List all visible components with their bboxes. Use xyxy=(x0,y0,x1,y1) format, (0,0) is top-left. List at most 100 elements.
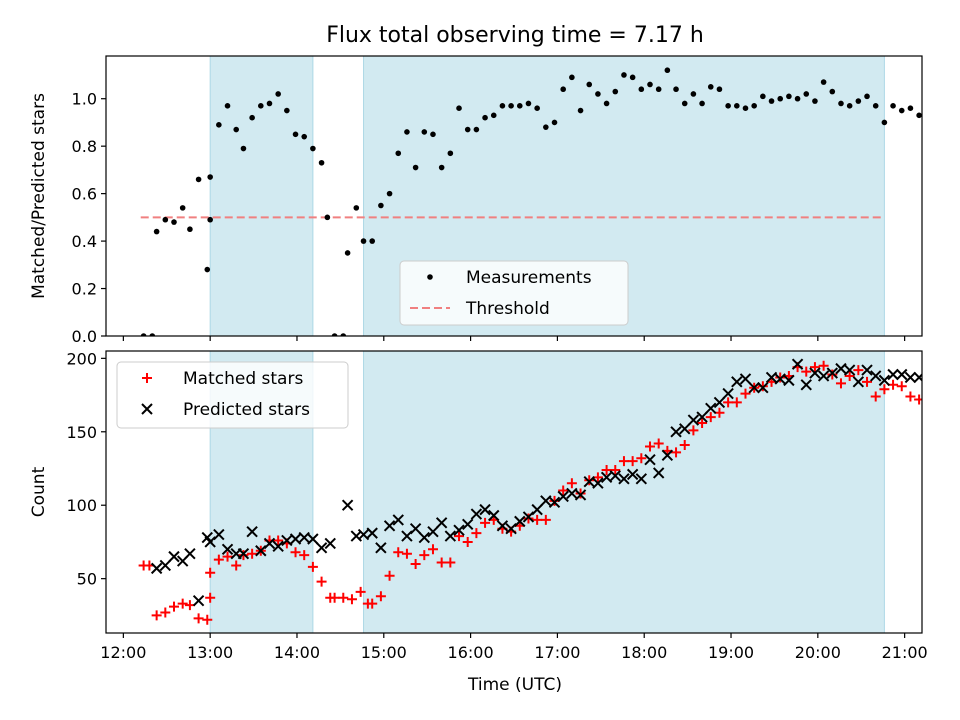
measurement-point xyxy=(525,100,532,107)
matched-star-point xyxy=(384,570,395,581)
matched-star-point xyxy=(610,464,621,475)
measurement-point xyxy=(292,131,299,138)
matched-star-point xyxy=(896,381,907,392)
x-tick-label: 12:00 xyxy=(100,643,146,662)
measurement-point xyxy=(543,124,549,130)
measurement-point xyxy=(690,91,697,97)
predicted-star-point xyxy=(557,490,569,503)
measurement-point xyxy=(331,333,338,336)
predicted-star-point xyxy=(470,508,483,520)
measurement-point xyxy=(890,103,896,109)
matched-star-point xyxy=(697,417,708,428)
measurement-point xyxy=(846,103,853,109)
measurement-point xyxy=(621,72,627,78)
predicted-star-point xyxy=(861,364,873,376)
predicted-star-point xyxy=(783,374,795,387)
measurement-point xyxy=(207,174,213,180)
predicted-star-point xyxy=(246,525,258,538)
measurement-point xyxy=(907,105,914,112)
predicted-star-point xyxy=(644,453,656,466)
measurement-point xyxy=(699,100,705,107)
legend-measurement-marker xyxy=(427,274,433,280)
matched-star-point xyxy=(419,550,430,561)
measurement-point xyxy=(344,250,351,256)
predicted-star-point xyxy=(609,470,621,482)
bottom-y-tick-label: 200 xyxy=(66,349,97,368)
predicted-star-point xyxy=(453,524,465,536)
matched-star-point xyxy=(202,614,213,625)
measurement-point xyxy=(301,133,308,140)
matched-star-point xyxy=(853,365,864,376)
measurement-point xyxy=(140,333,147,336)
predicted-star-point xyxy=(531,503,543,516)
top-axes-frame xyxy=(105,55,923,337)
matched-star-point xyxy=(367,598,378,609)
matched-star-point xyxy=(905,391,916,402)
predicted-star-point xyxy=(696,411,708,423)
measurement-point xyxy=(318,159,325,166)
matched-star-point xyxy=(177,598,188,609)
matched-star-point xyxy=(566,478,577,489)
predicted-star-point xyxy=(281,534,293,547)
predicted-star-point xyxy=(496,520,509,532)
matched-star-point xyxy=(462,536,473,547)
measurement-point xyxy=(258,103,264,109)
predicted-star-point xyxy=(774,373,786,385)
measurement-point xyxy=(664,67,671,74)
matched-star-point xyxy=(169,601,179,612)
measurement-point xyxy=(812,98,818,104)
matched-star-point xyxy=(731,397,742,408)
matched-star-point xyxy=(480,517,491,528)
predicted-star-point xyxy=(392,514,404,526)
measurement-point xyxy=(707,84,714,90)
matched-star-point xyxy=(809,362,820,373)
predicted-star-point xyxy=(366,527,378,539)
predicted-star-point xyxy=(375,542,387,554)
measurement-point xyxy=(187,226,193,233)
predicted-star-point xyxy=(809,367,821,379)
measurement-point xyxy=(233,126,240,133)
measurement-point xyxy=(577,107,584,114)
matched-star-point xyxy=(827,369,838,380)
predicted-star-point xyxy=(221,543,234,555)
measurement-point xyxy=(195,176,202,183)
matched-star-point xyxy=(688,425,699,436)
matched-star-point xyxy=(471,528,482,539)
predicted-star-point xyxy=(237,547,250,560)
predicted-star-point xyxy=(315,542,328,554)
measurement-point xyxy=(673,86,679,93)
predicted-star-point xyxy=(679,423,691,435)
top-y-axis-label: Matched/Predicted stars xyxy=(29,93,49,299)
predicted-star-point xyxy=(263,537,276,550)
predicted-star-point xyxy=(409,523,422,535)
measurement-point xyxy=(916,112,922,119)
measurement-point xyxy=(638,86,645,93)
bottom-y-tick-label: 150 xyxy=(66,423,97,442)
top-legend-label: Measurements xyxy=(466,268,592,288)
matched-star-point xyxy=(160,607,171,618)
legend-predicted-marker xyxy=(141,403,153,415)
predicted-star-point xyxy=(835,362,847,375)
measurement-point xyxy=(490,112,497,119)
bottom-y-tick-label: 50 xyxy=(77,570,97,589)
figure-title: Flux total observing time = 7.17 h xyxy=(326,23,704,48)
predicted-star-point xyxy=(661,449,674,461)
predicted-star-point xyxy=(817,370,830,382)
matched-star-point xyxy=(290,547,301,558)
measurement-point xyxy=(629,74,636,81)
measurement-point xyxy=(473,126,480,133)
measurement-point xyxy=(240,145,247,152)
x-tick-label: 14:00 xyxy=(274,643,320,662)
predicted-star-point xyxy=(461,518,474,531)
measurement-point xyxy=(820,79,827,85)
measurement-point xyxy=(404,129,410,135)
measurement-point xyxy=(204,266,211,273)
matched-star-point xyxy=(454,531,465,542)
matched-star-point xyxy=(705,412,716,423)
predicted-star-point xyxy=(687,414,700,426)
star-count-panel: 50 100 150 200 12:00 13:00 14:00 15:00 16:00 17:0… xyxy=(29,349,928,662)
matched-star-point xyxy=(523,513,534,524)
predicted-star-point xyxy=(748,382,760,394)
predicted-star-point xyxy=(444,530,457,542)
measurement-point xyxy=(421,129,428,135)
